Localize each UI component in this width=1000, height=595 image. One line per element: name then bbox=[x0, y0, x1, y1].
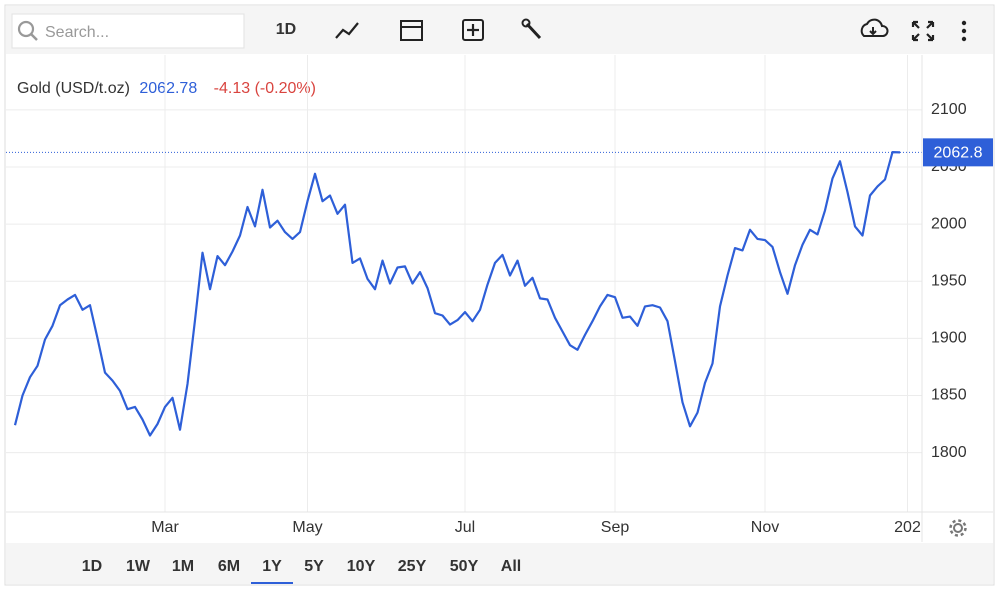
x-tick-label: May bbox=[292, 519, 322, 536]
frame bbox=[4, 4, 995, 586]
y-tick-label: 1900 bbox=[931, 330, 967, 347]
range-button[interactable]: All bbox=[501, 558, 521, 575]
range-button[interactable]: 1Y bbox=[262, 558, 282, 575]
search-icon bbox=[17, 20, 35, 38]
search-box[interactable] bbox=[11, 13, 245, 49]
last-price: 2062.78 bbox=[139, 80, 197, 97]
x-tick-label: Mar bbox=[151, 519, 179, 536]
x-tick-label: Nov bbox=[751, 519, 779, 536]
settings-icon bbox=[949, 519, 967, 537]
range-buttons: 1D 1W 1M 6M 1Y 5Y 10Y 25Y 50Y All bbox=[82, 558, 521, 584]
range-button[interactable]: 6M bbox=[218, 558, 240, 575]
menu-icon bbox=[961, 36, 967, 42]
download-icon bbox=[869, 27, 877, 36]
search-placeholder[interactable]: Search... bbox=[45, 24, 109, 41]
x-tick-label: Jul bbox=[455, 519, 475, 536]
chart-type-icon[interactable] bbox=[335, 22, 359, 39]
download-icon[interactable] bbox=[860, 18, 889, 37]
range-button[interactable]: 1M bbox=[172, 558, 194, 575]
menu-icon[interactable] bbox=[961, 20, 967, 26]
last-price-label: 2062.8 bbox=[934, 145, 983, 162]
y-tick-label: 1850 bbox=[931, 387, 967, 404]
x-tick-label: 202 bbox=[894, 519, 921, 536]
settings-icon[interactable] bbox=[953, 523, 963, 533]
x-tick-label: Sep bbox=[601, 519, 630, 536]
settings-tool-icon[interactable] bbox=[525, 22, 542, 40]
last-price-tag bbox=[923, 138, 993, 167]
interval-button[interactable]: 1D bbox=[276, 21, 296, 38]
price-line bbox=[13, 151, 901, 437]
y-tick-label: 1800 bbox=[931, 444, 967, 461]
range-button[interactable]: 50Y bbox=[450, 558, 479, 575]
calendar-icon[interactable] bbox=[400, 20, 423, 41]
settings-tool-icon bbox=[521, 18, 531, 28]
range-button[interactable]: 1W bbox=[126, 558, 151, 575]
chart-header: Gold (USD/t.oz) 2062.78 -4.13 (-0.20%) bbox=[17, 80, 316, 97]
search-icon bbox=[30, 33, 38, 41]
range-button[interactable]: 10Y bbox=[347, 558, 376, 575]
range-button[interactable]: 5Y bbox=[304, 558, 324, 575]
instrument-name: Gold (USD/t.oz) bbox=[17, 80, 130, 97]
fullscreen-icon[interactable] bbox=[911, 20, 935, 42]
range-button[interactable]: 1D bbox=[82, 558, 102, 575]
add-icon[interactable] bbox=[462, 19, 484, 41]
y-tick-label: 2100 bbox=[931, 101, 967, 118]
menu-icon bbox=[961, 28, 967, 34]
y-tick-label: 2000 bbox=[931, 215, 967, 232]
range-button[interactable]: 25Y bbox=[398, 558, 427, 575]
range-bar bbox=[6, 543, 993, 584]
price-change: -4.13 (-0.20%) bbox=[214, 80, 316, 97]
y-tick-label: 1950 bbox=[931, 272, 967, 289]
